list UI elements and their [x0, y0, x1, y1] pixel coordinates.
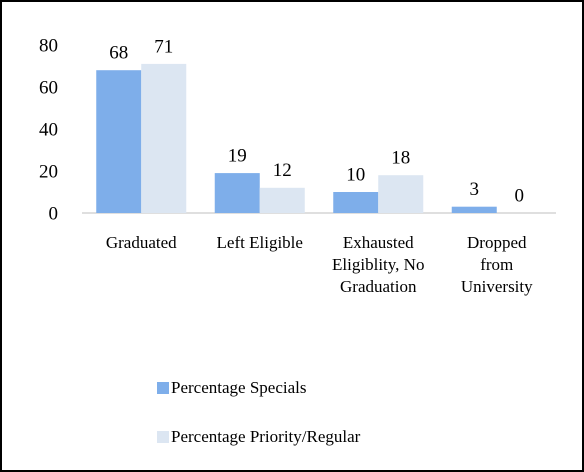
legend-swatch: [157, 431, 169, 443]
bar: [259, 187, 305, 213]
data-label: 10: [346, 164, 365, 185]
y-tick-label: 40: [39, 119, 58, 140]
data-label: 12: [273, 160, 292, 181]
legend-label: Percentage Specials: [171, 378, 306, 397]
data-label: 3: [470, 179, 480, 200]
data-label: 68: [109, 43, 128, 64]
bar: [141, 63, 187, 214]
data-label: 0: [515, 185, 525, 206]
x-tick-label: Graduated: [105, 233, 177, 252]
legend-swatch: [157, 382, 169, 394]
y-tick-label: 20: [39, 161, 58, 182]
data-label: 71: [154, 36, 173, 57]
bar: [451, 206, 497, 213]
bar: [214, 173, 260, 213]
data-label: 19: [228, 145, 247, 166]
x-tick-label: Dropped from University: [460, 233, 533, 296]
y-tick-label: 0: [49, 203, 59, 224]
x-tick-label: Exhausted Eligiblity, No Graduation: [332, 233, 425, 296]
legend-label: Percentage Priority/Regular: [171, 427, 361, 446]
x-tick-label: Left Eligible: [216, 233, 303, 252]
y-tick-label: 60: [39, 77, 58, 98]
bar: [96, 70, 142, 213]
bar: [333, 192, 379, 213]
bar: [378, 175, 424, 213]
y-tick-label: 80: [39, 35, 58, 56]
data-label: 18: [391, 148, 410, 169]
